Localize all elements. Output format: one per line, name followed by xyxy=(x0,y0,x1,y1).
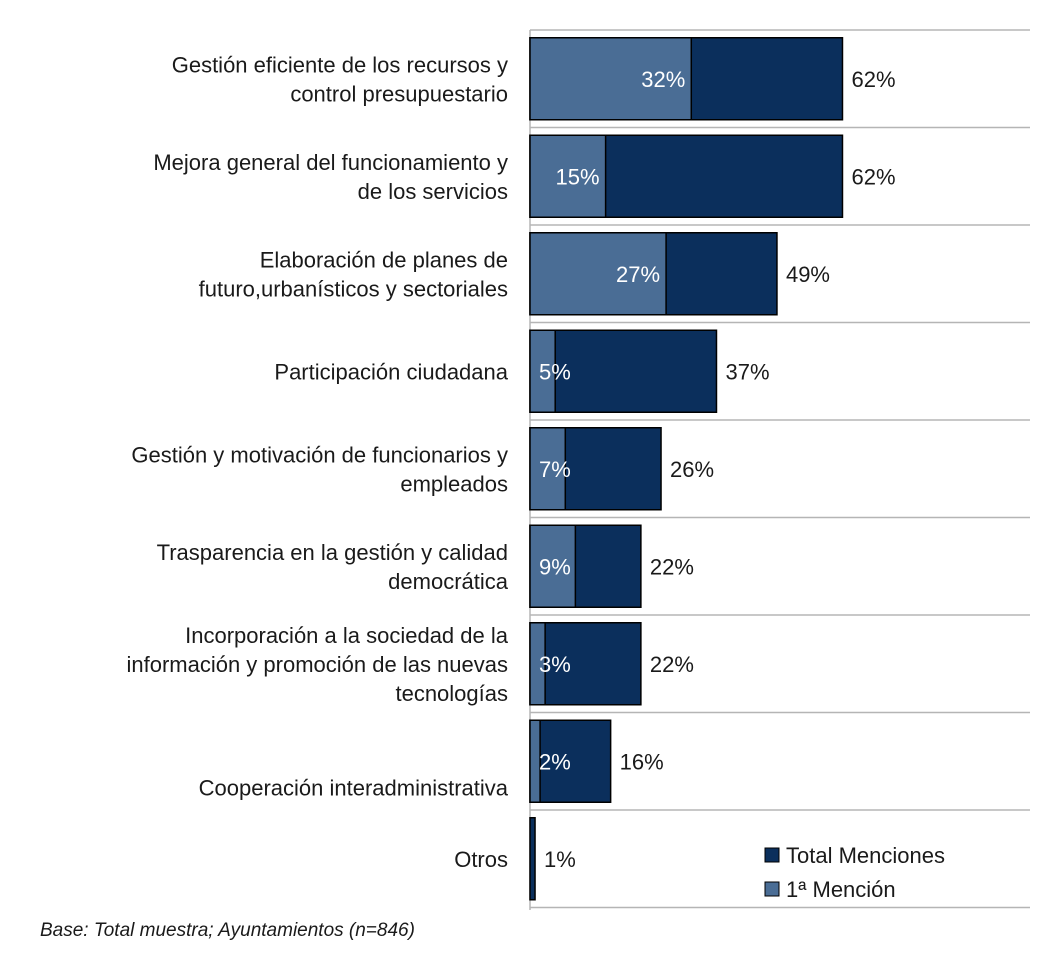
value-label-first: 32% xyxy=(641,67,685,92)
value-label-total: 26% xyxy=(670,457,714,482)
category-label: Gestión eficiente de los recursos y xyxy=(172,52,508,77)
value-label-first: 15% xyxy=(556,164,600,189)
legend-label-total: Total Menciones xyxy=(786,843,945,868)
bar-first xyxy=(529,524,577,608)
value-label-first: 27% xyxy=(616,262,660,287)
row-separators xyxy=(530,29,1030,909)
category-label: Gestión y motivación de funcionarios y xyxy=(131,442,508,467)
value-label-total: 62% xyxy=(851,164,895,189)
legend-swatch-first xyxy=(764,881,780,897)
category-label: democrática xyxy=(388,569,509,594)
category-label: empleados xyxy=(400,471,508,496)
category-label: futuro,urbanísticos y sectoriales xyxy=(199,276,508,301)
category-label: tecnologías xyxy=(395,681,508,706)
value-label-total: 1% xyxy=(544,847,576,872)
category-label: información y promoción de las nuevas xyxy=(126,652,508,677)
value-label-first: 5% xyxy=(539,359,571,384)
value-label-total: 37% xyxy=(725,359,769,384)
bar-first xyxy=(529,427,567,511)
category-labels: Gestión eficiente de los recursos y contr… xyxy=(126,52,508,872)
value-label-first: 9% xyxy=(539,554,571,579)
value-label-total: 62% xyxy=(851,67,895,92)
footnote: Base: Total muestra; Ayuntamientos (n=84… xyxy=(40,920,415,941)
category-label: Incorporación a la sociedad de la xyxy=(185,623,509,648)
legend-swatch-total xyxy=(764,847,780,863)
bar-first xyxy=(529,134,607,218)
bar-first xyxy=(529,37,693,121)
value-label-first: 3% xyxy=(539,652,571,677)
category-label: Mejora general del funcionamiento y xyxy=(153,150,508,175)
value-label-first: 7% xyxy=(539,457,571,482)
primera-mencion-bars xyxy=(529,37,693,803)
category-label: Participación ciudadana xyxy=(274,359,508,384)
category-label: Elaboración de planes de xyxy=(260,247,508,272)
bar-total xyxy=(529,719,612,803)
category-label: Cooperación interadministrativa xyxy=(199,775,509,800)
value-labels: 62% 32% 62% 15% 49% 27% 37% 5% 26% 7% 22% 9% 22% 3% 16… xyxy=(539,67,896,872)
bar-first xyxy=(529,719,541,803)
legend: Total Menciones 1ª Mención xyxy=(764,843,945,902)
value-label-total: 22% xyxy=(650,554,694,579)
category-label: de los servicios xyxy=(358,179,508,204)
bar-total xyxy=(529,329,718,413)
bar-first xyxy=(529,622,546,706)
bar-first xyxy=(529,232,667,316)
value-label-total: 16% xyxy=(620,749,664,774)
bar-first xyxy=(529,329,556,413)
category-label: Trasparencia en la gestión y calidad xyxy=(157,540,508,565)
category-label: Otros xyxy=(454,847,508,872)
bar-total xyxy=(529,817,536,901)
bar-total xyxy=(529,622,642,706)
value-label-first: 2% xyxy=(539,749,571,774)
legend-label-first: 1ª Mención xyxy=(786,877,896,902)
category-label: control presupuestario xyxy=(290,81,508,106)
value-label-total: 49% xyxy=(786,262,830,287)
value-label-total: 22% xyxy=(650,652,694,677)
